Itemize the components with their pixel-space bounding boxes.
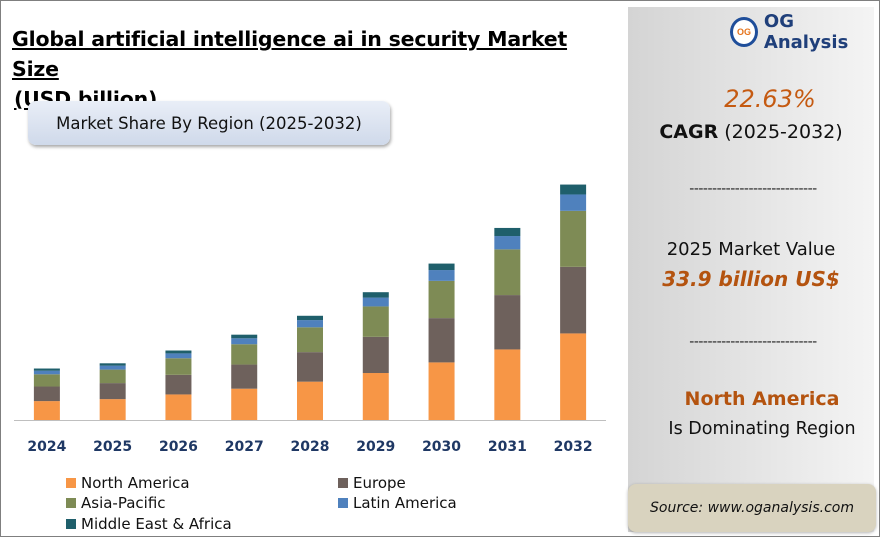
bar-2030-asia-pacific	[428, 280, 455, 319]
bar-2029-europe	[362, 336, 389, 374]
bar-2025-latin-america	[99, 365, 126, 370]
x-tick-label: 2025	[93, 439, 132, 455]
bar-2032-asia-pacific	[560, 210, 587, 267]
bar-2028-europe	[297, 352, 323, 382]
bar-2025-middle-east-africa	[99, 363, 126, 366]
bar-2027-north-america	[231, 388, 258, 420]
legend-swatch	[338, 498, 348, 508]
cagr-label: CAGR (2025-2032)	[628, 121, 874, 143]
bar-2029-north-america	[362, 373, 389, 420]
logo-name: OG Analysis	[763, 11, 849, 53]
title-text: Global artificial intelligence ai in sec…	[12, 27, 568, 81]
x-tick-label: 2027	[225, 439, 264, 455]
dominating-label: Is Dominating Region	[668, 419, 856, 439]
bar-2032-north-america	[560, 333, 587, 420]
bar-2030-north-america	[428, 362, 455, 420]
bar-2025-europe	[99, 383, 126, 400]
bar-2031-north-america	[494, 349, 521, 420]
dominating-region: North America	[684, 388, 840, 410]
bar-2031-europe	[494, 295, 521, 350]
cagr-value: 22.63%	[724, 85, 816, 113]
bar-2025-asia-pacific	[99, 369, 126, 384]
market-value: 33.9 billion US$	[662, 267, 840, 291]
bar-2032-latin-america	[560, 194, 587, 211]
legend-label: Europe	[353, 474, 406, 492]
summary-panel: OG OG Analysis 22.63% CAGR (2025-2032) -…	[628, 7, 874, 532]
separator-top: ----------------------------	[689, 181, 817, 197]
x-tick-label: 2032	[554, 439, 593, 455]
source-box: Source: www.oganalysis.com	[628, 484, 876, 532]
bar-2027-europe	[231, 364, 258, 389]
source-text: Source: www.oganalysis.com	[650, 500, 854, 516]
bar-2024-latin-america	[33, 370, 60, 375]
bar-2031-latin-america	[494, 236, 521, 250]
bar-2027-latin-america	[231, 338, 258, 345]
bar-2024-middle-east-africa	[33, 368, 60, 371]
bar-2025-north-america	[99, 399, 126, 420]
legend-swatch	[66, 519, 76, 529]
bar-2028-north-america	[297, 381, 323, 420]
legend-label: Latin America	[353, 494, 457, 512]
bar-2027-middle-east-africa	[231, 334, 258, 339]
market-value-label: 2025 Market Value	[666, 239, 836, 260]
logo-mark: OG	[736, 27, 751, 37]
stacked-bar-chart: 2024 2025 2026 2027 2028 2029 2030 2031 2032	[14, 184, 606, 455]
legend-label: Asia-Pacific	[81, 494, 166, 512]
bar-2032-europe	[560, 266, 587, 334]
bar-2028-middle-east-africa	[297, 315, 323, 321]
bar-2030-middle-east-africa	[428, 263, 455, 271]
logo-icon: OG	[730, 17, 758, 47]
bar-2026-latin-america	[165, 353, 192, 359]
bar-2028-latin-america	[297, 320, 323, 328]
bar-2029-middle-east-africa	[362, 292, 389, 298]
x-tick-label: 2024	[27, 439, 66, 455]
bar-2026-north-america	[165, 394, 192, 420]
legend-label: Middle East & Africa	[81, 515, 232, 533]
subtitle-text: Market Share By Region (2025-2032)	[56, 113, 362, 133]
bar-2027-asia-pacific	[231, 344, 258, 365]
x-tick-label: 2031	[488, 439, 527, 455]
legend-item: Europe	[338, 474, 406, 492]
bar-2026-asia-pacific	[165, 358, 192, 375]
og-analysis-logo: OG OG Analysis	[730, 11, 874, 53]
cagr-period: (2025-2032)	[724, 121, 843, 143]
legend-swatch	[66, 478, 76, 488]
cagr-label-text: CAGR	[659, 121, 719, 143]
bar-2026-middle-east-africa	[165, 350, 192, 354]
separator-bottom: ----------------------------	[689, 334, 817, 350]
bar-2024-asia-pacific	[33, 374, 60, 387]
bar-2024-europe	[33, 386, 60, 402]
bar-2032-middle-east-africa	[560, 184, 587, 195]
bar-2028-asia-pacific	[297, 327, 323, 353]
bar-2030-latin-america	[428, 270, 455, 281]
subtitle-banner: Market Share By Region (2025-2032)	[28, 101, 390, 145]
legend-item: North America	[66, 474, 190, 492]
legend-item: Asia-Pacific	[66, 494, 166, 512]
bar-2030-europe	[428, 318, 455, 363]
legend-item: Latin America	[338, 494, 457, 512]
bar-2029-latin-america	[362, 297, 389, 307]
legend-label: North America	[81, 474, 190, 492]
legend-swatch	[66, 498, 76, 508]
bar-2024-north-america	[33, 401, 60, 420]
x-tick-label: 2030	[422, 439, 461, 455]
x-tick-label: 2026	[159, 439, 198, 455]
legend-item: Middle East & Africa	[66, 515, 232, 533]
bar-2029-asia-pacific	[362, 306, 389, 337]
bar-2031-middle-east-africa	[494, 227, 521, 237]
bar-2026-europe	[165, 374, 192, 395]
bar-2031-asia-pacific	[494, 249, 521, 296]
legend: North America Europe Asia-Pacific Latin Ame…	[66, 474, 626, 536]
x-tick-label: 2029	[356, 439, 395, 455]
legend-swatch	[338, 478, 348, 488]
x-tick-label: 2028	[291, 439, 330, 455]
